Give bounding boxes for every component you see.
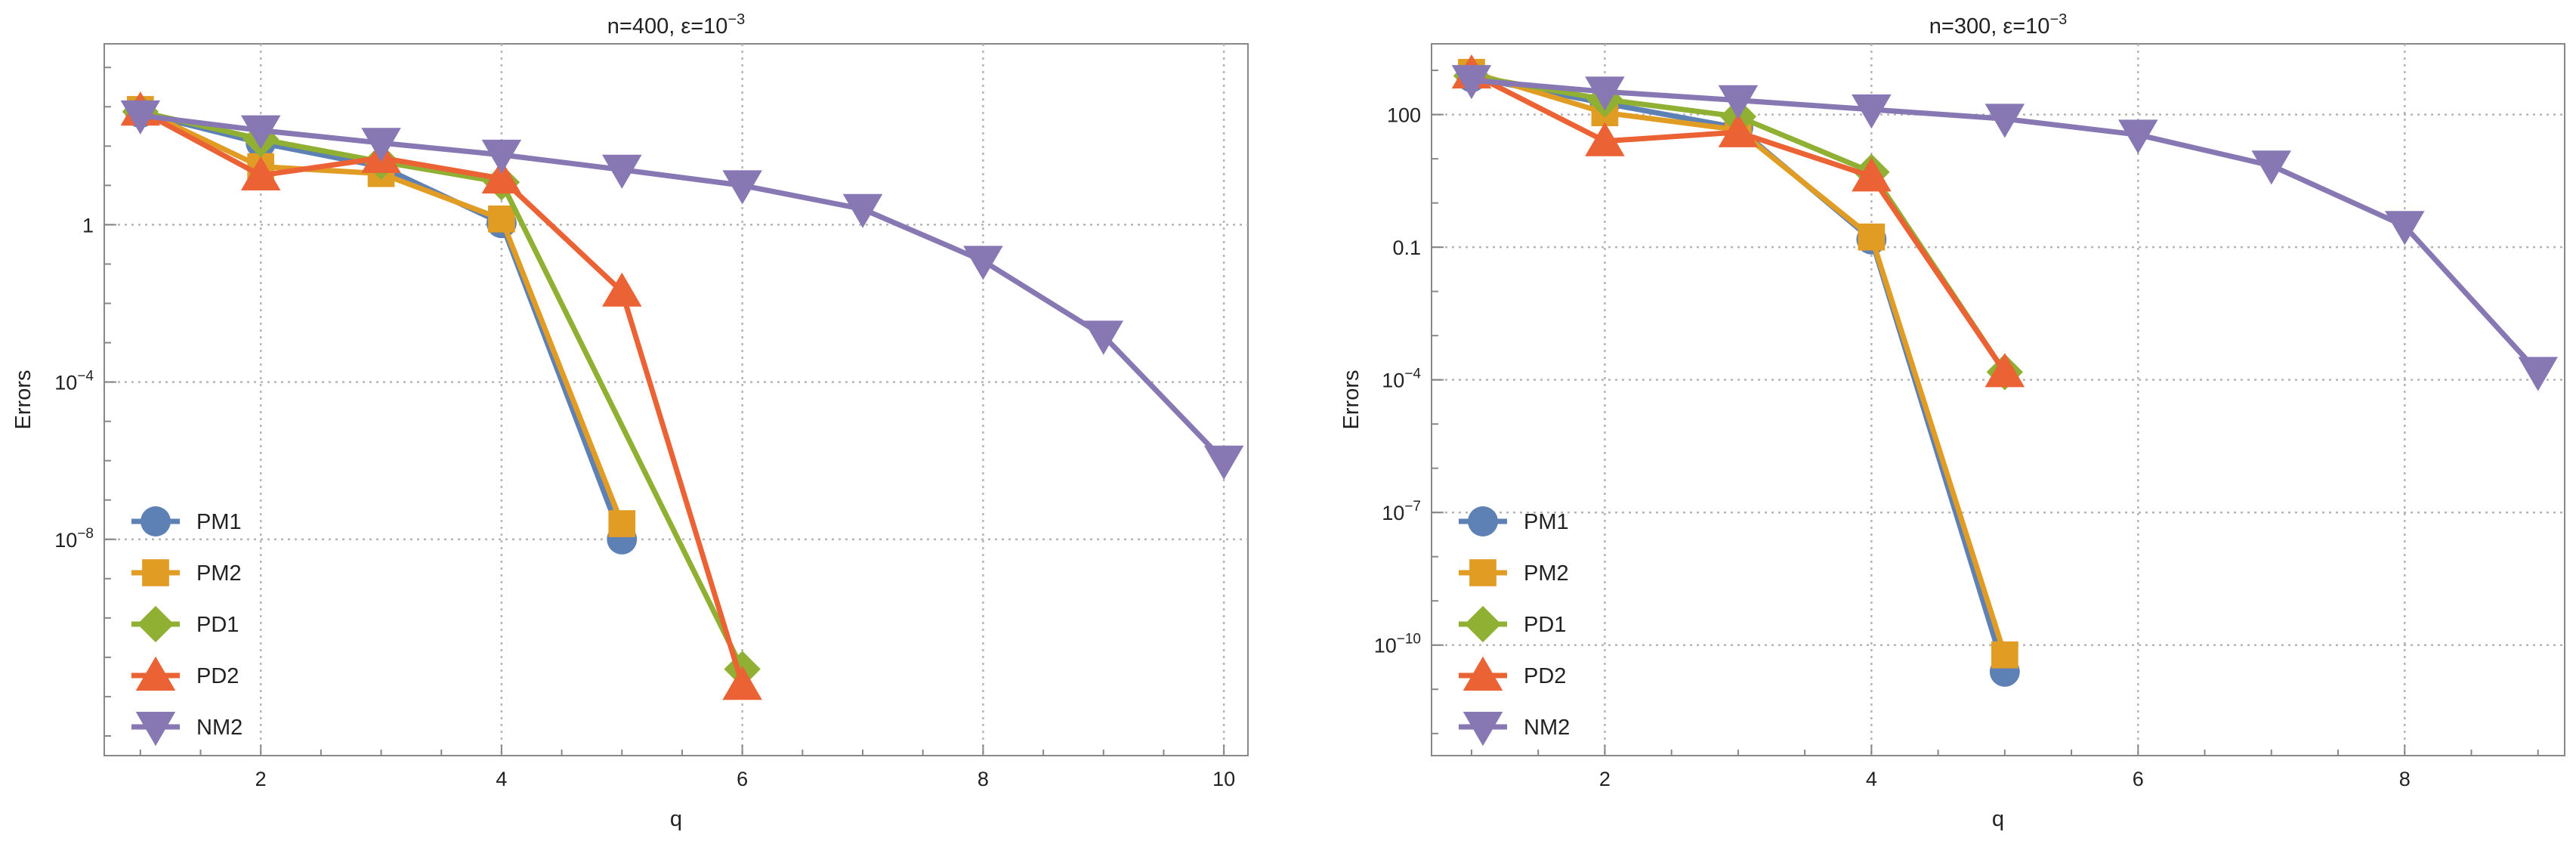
legend-label: PM1 bbox=[196, 510, 242, 534]
x-tick-label: 4 bbox=[496, 768, 507, 790]
data-point-pm2 bbox=[488, 205, 515, 233]
y-tick-label: 10−8 bbox=[54, 526, 94, 552]
series-line-pd2 bbox=[137, 107, 746, 688]
x-tick-label: 2 bbox=[255, 768, 267, 790]
x-tick-label: 4 bbox=[1866, 768, 1877, 790]
series-nm2 bbox=[1451, 65, 2558, 391]
data-point-nm2 bbox=[842, 193, 883, 228]
data-point-pd2 bbox=[602, 272, 642, 307]
y-tick-label: 100 bbox=[1387, 104, 1421, 127]
data-point-nm2 bbox=[1852, 94, 1892, 129]
data-point-nm2 bbox=[2518, 357, 2558, 391]
legend-item-nm2: NM2 bbox=[1459, 712, 1570, 747]
x-axis-label: q bbox=[1992, 807, 2004, 831]
data-point-nm2 bbox=[602, 154, 642, 189]
data-point-nm2 bbox=[1585, 76, 1625, 111]
data-point-nm2 bbox=[1451, 65, 1492, 100]
series-nm2 bbox=[120, 100, 1244, 480]
series-pd1 bbox=[122, 93, 761, 688]
legend-marker bbox=[141, 506, 171, 536]
plot-frame bbox=[1431, 43, 2565, 756]
legend-label: PD2 bbox=[1524, 664, 1566, 688]
x-axis-label: q bbox=[670, 807, 682, 831]
legend-label: PD1 bbox=[1524, 613, 1566, 637]
legend-item-pm1: PM1 bbox=[131, 506, 242, 536]
legend-marker bbox=[135, 712, 176, 747]
y-tick-label: 10−7 bbox=[1382, 499, 1421, 524]
data-point-pd2 bbox=[1852, 157, 1892, 192]
x-tick-label: 2 bbox=[1599, 768, 1611, 790]
data-point-pd2 bbox=[240, 156, 281, 191]
y-axis-label: Errors bbox=[11, 370, 36, 430]
data-point-nm2 bbox=[1203, 445, 1244, 480]
y-tick-label: 10−10 bbox=[1374, 632, 1421, 657]
series-line-nm2 bbox=[137, 113, 1227, 464]
data-point-nm2 bbox=[722, 170, 762, 205]
legend-label: NM2 bbox=[1524, 716, 1570, 740]
legend-item-pm1: PM1 bbox=[1459, 506, 1569, 536]
legend-item-pd2: PD2 bbox=[1459, 656, 1566, 691]
legend-item-pm2: PM2 bbox=[1459, 559, 1569, 586]
legend-marker bbox=[142, 559, 169, 586]
y-tick-label: 10−4 bbox=[1382, 366, 1421, 392]
legend-item-pd1: PD1 bbox=[131, 605, 239, 643]
legend-marker bbox=[137, 605, 175, 643]
y-tick-label: 10−4 bbox=[54, 369, 94, 394]
legend-marker bbox=[135, 656, 176, 691]
legend-label: NM2 bbox=[196, 716, 242, 740]
legend-marker bbox=[1464, 605, 1502, 643]
data-point-pm2 bbox=[608, 510, 636, 537]
data-point-pd2 bbox=[722, 666, 762, 700]
data-point-pd2 bbox=[1585, 122, 1625, 156]
legend-marker bbox=[1463, 656, 1503, 691]
x-tick-label: 8 bbox=[978, 768, 989, 790]
data-point-pm2 bbox=[1991, 641, 2018, 669]
data-point-pd2 bbox=[1985, 353, 2025, 388]
chart-title: n=400, ε=10−3 bbox=[607, 11, 746, 39]
legend-marker bbox=[1463, 712, 1503, 747]
x-tick-label: 8 bbox=[2399, 768, 2411, 790]
data-point-nm2 bbox=[2384, 211, 2425, 246]
y-axis-label: Errors bbox=[1339, 370, 1364, 430]
chart-panel-right: 2 4 6 8 100 0.1 10−4 10−7 10−10 n=300, ε=10−3 q Err… bbox=[1339, 11, 2565, 831]
data-point-nm2 bbox=[2118, 119, 2158, 154]
legend-item-pm2: PM2 bbox=[131, 559, 242, 586]
chart-title: n=300, ε=10−3 bbox=[1929, 11, 2068, 39]
legend-label: PM1 bbox=[1524, 510, 1569, 534]
legend-item-pd2: PD2 bbox=[131, 656, 239, 691]
data-point-nm2 bbox=[1985, 104, 2025, 138]
series-pd2 bbox=[120, 91, 762, 700]
data-point-nm2 bbox=[481, 139, 522, 175]
legend-label: PM2 bbox=[1524, 561, 1569, 586]
grid bbox=[104, 44, 1248, 756]
data-point-nm2 bbox=[2251, 150, 2292, 185]
legend: PM1 PM2 PD1 PD2 NM2 bbox=[1459, 506, 1570, 747]
x-tick-label: 10 bbox=[1212, 768, 1235, 790]
data-point-nm2 bbox=[1718, 85, 1759, 119]
data-point-nm2 bbox=[1083, 320, 1124, 355]
legend-label: PD2 bbox=[196, 664, 239, 688]
legend-marker bbox=[1469, 559, 1496, 586]
data-point-nm2 bbox=[240, 115, 281, 150]
x-tick-label: 6 bbox=[737, 768, 748, 790]
series-pm1 bbox=[1456, 62, 2020, 687]
legend: PM1 PM2 PD1 PD2 NM2 bbox=[131, 506, 242, 747]
plot-frame bbox=[103, 43, 1249, 756]
y-tick-label: 1 bbox=[82, 214, 94, 237]
legend-item-pd1: PD1 bbox=[1459, 605, 1566, 643]
data-point-nm2 bbox=[963, 246, 1003, 280]
legend-marker bbox=[1468, 506, 1498, 536]
legend-label: PD1 bbox=[196, 613, 239, 637]
data-point-nm2 bbox=[361, 128, 401, 162]
data-point-nm2 bbox=[120, 100, 161, 135]
data-point-pm2 bbox=[1858, 223, 1886, 251]
legend-label: PM2 bbox=[196, 561, 242, 586]
legend-item-nm2: NM2 bbox=[131, 712, 242, 747]
y-tick-label: 0.1 bbox=[1392, 237, 1421, 259]
x-tick-label: 6 bbox=[2133, 768, 2144, 790]
data-point-pd2 bbox=[481, 159, 522, 194]
data-point-pd2 bbox=[1718, 113, 1759, 147]
